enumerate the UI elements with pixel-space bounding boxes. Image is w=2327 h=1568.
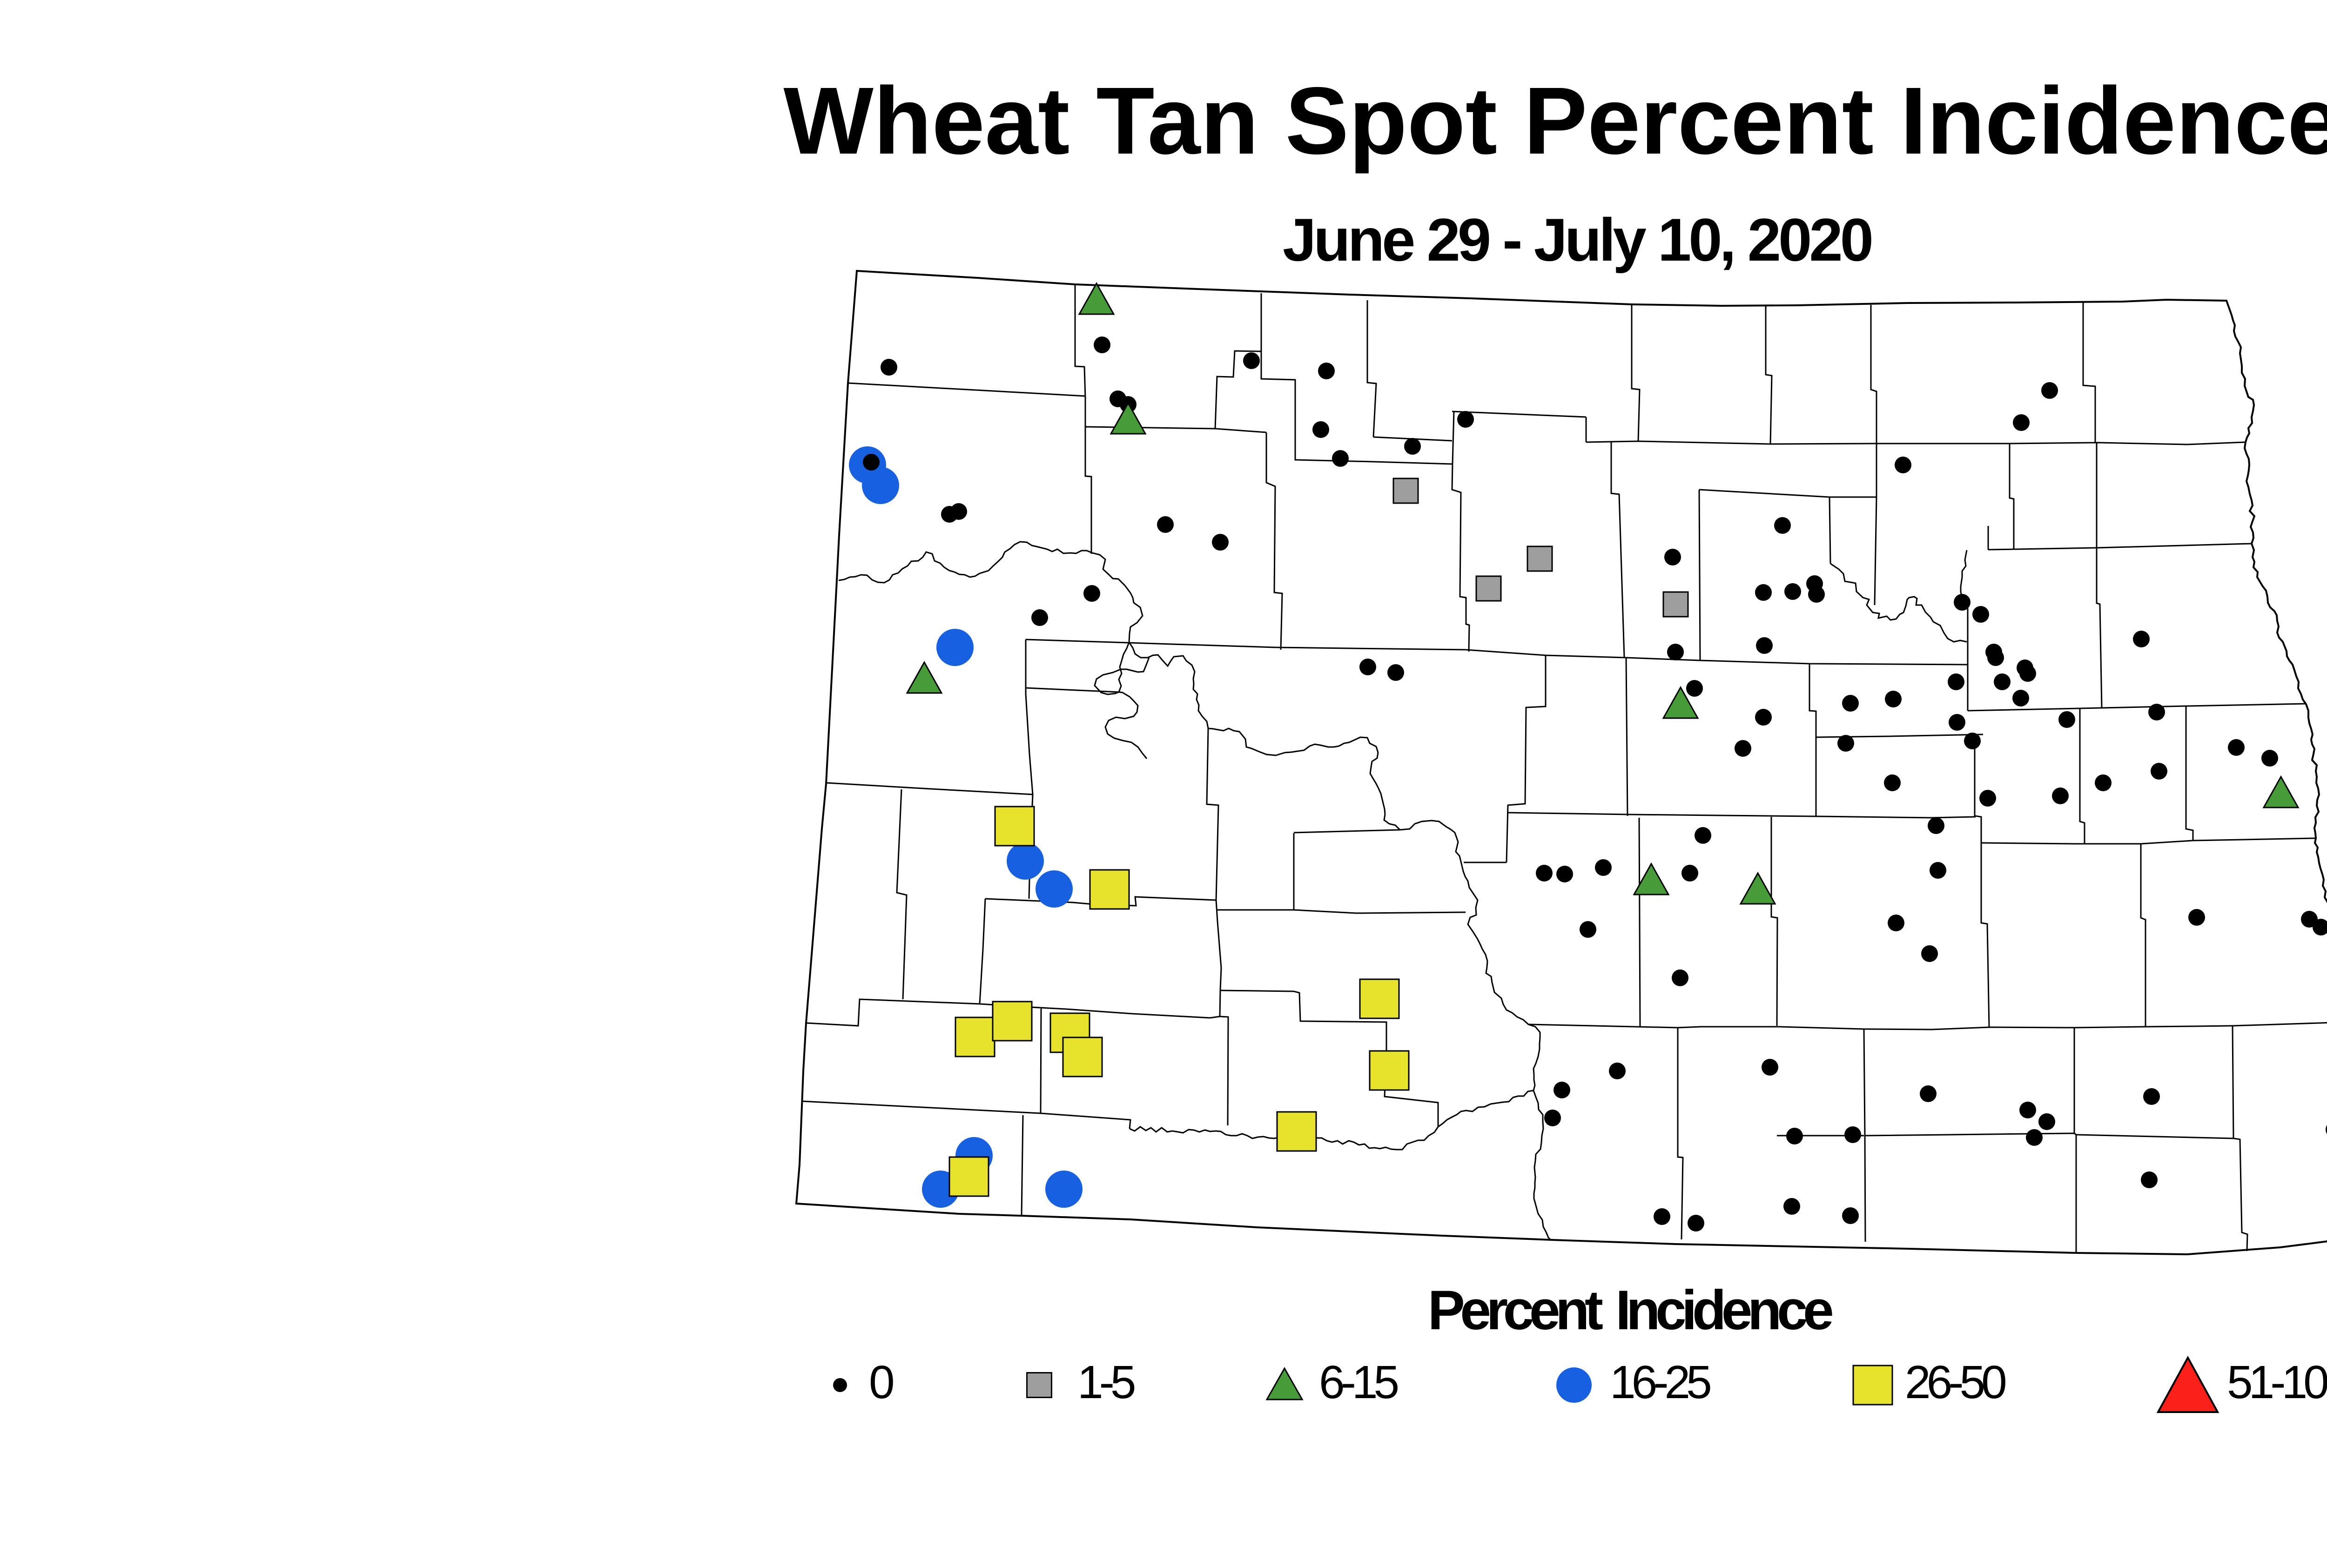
svg-text:1-5: 1-5 bbox=[1077, 1356, 1135, 1408]
svg-text:Wheat Tan Spot Percent Inciden: Wheat Tan Spot Percent Incidence bbox=[783, 67, 2327, 174]
svg-text:Percent Incidence: Percent Incidence bbox=[1428, 1279, 1832, 1341]
svg-text:26-50: 26-50 bbox=[1905, 1356, 2005, 1408]
svg-text:June 29 - July 10, 2020: June 29 - July 10, 2020 bbox=[1283, 206, 1871, 274]
svg-text:0: 0 bbox=[869, 1356, 893, 1408]
svg-text:16-25: 16-25 bbox=[1610, 1356, 1710, 1408]
svg-text:6-15: 6-15 bbox=[1319, 1356, 1398, 1408]
svg-text:51-100: 51-100 bbox=[2227, 1356, 2327, 1408]
